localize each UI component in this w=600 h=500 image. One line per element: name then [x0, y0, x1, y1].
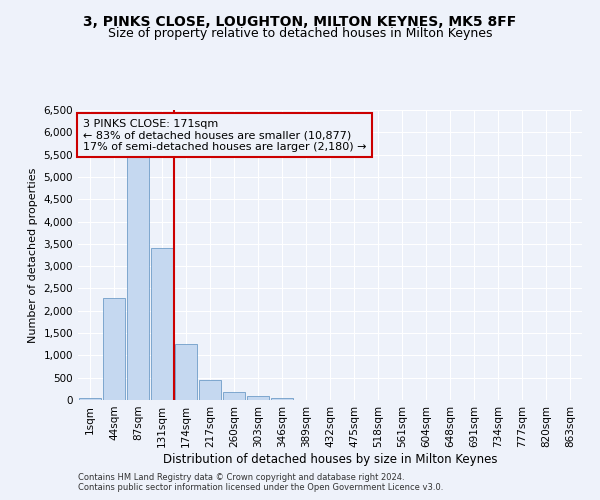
Text: 3 PINKS CLOSE: 171sqm
← 83% of detached houses are smaller (10,877)
17% of semi-: 3 PINKS CLOSE: 171sqm ← 83% of detached …: [83, 118, 367, 152]
X-axis label: Distribution of detached houses by size in Milton Keynes: Distribution of detached houses by size …: [163, 452, 497, 466]
Bar: [223, 392, 245, 400]
Bar: [103, 298, 125, 400]
Bar: [247, 396, 269, 400]
Text: Contains public sector information licensed under the Open Government Licence v3: Contains public sector information licen…: [78, 484, 443, 492]
Text: 3, PINKS CLOSE, LOUGHTON, MILTON KEYNES, MK5 8FF: 3, PINKS CLOSE, LOUGHTON, MILTON KEYNES,…: [83, 15, 517, 29]
Bar: [79, 398, 101, 400]
Bar: [199, 380, 221, 400]
Bar: [175, 344, 197, 400]
Bar: [151, 248, 173, 400]
Bar: [127, 154, 149, 400]
Text: Size of property relative to detached houses in Milton Keynes: Size of property relative to detached ho…: [108, 28, 492, 40]
Bar: [271, 398, 293, 400]
Text: Contains HM Land Registry data © Crown copyright and database right 2024.: Contains HM Land Registry data © Crown c…: [78, 474, 404, 482]
Y-axis label: Number of detached properties: Number of detached properties: [28, 168, 38, 342]
